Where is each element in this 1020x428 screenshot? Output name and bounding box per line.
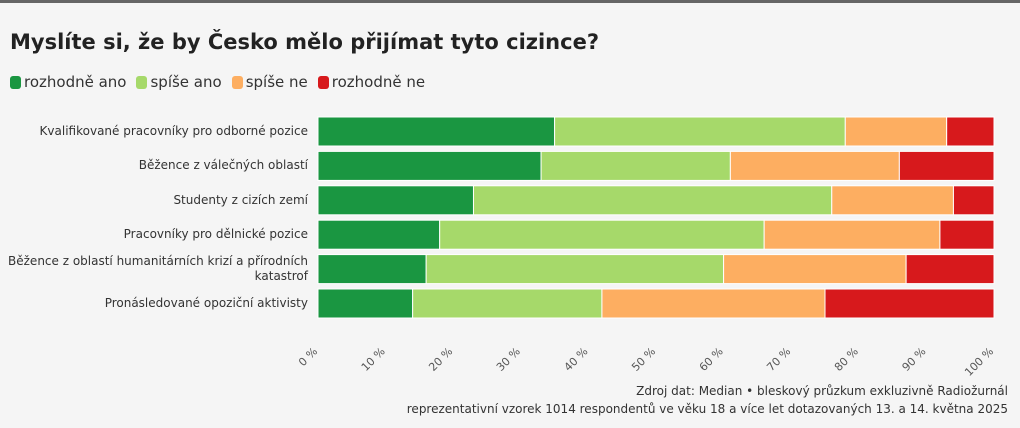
category-label: Pracovníky pro dělnické pozice <box>123 227 308 242</box>
bar-segment <box>317 150 542 181</box>
bar-segment <box>952 185 995 216</box>
bar-segment <box>317 116 556 147</box>
bar-segment <box>824 288 995 319</box>
bar-segment <box>601 288 826 319</box>
bar-segment <box>317 254 427 285</box>
legend-swatch <box>231 75 243 89</box>
chart-title: Myslíte si, že by Česko mělo přijímat ty… <box>10 30 600 54</box>
category-label: Kvalifikované pracovníky pro odborné poz… <box>39 124 308 138</box>
top-border <box>0 0 1020 3</box>
bar-segment <box>317 185 474 216</box>
legend-label: rozhodně ano <box>24 73 127 91</box>
bar-segment <box>425 254 725 285</box>
x-tick-label: 30 % <box>494 345 523 374</box>
category-label: Běžence z oblastí humanitárních krizí a … <box>8 254 308 284</box>
x-tick-label: 60 % <box>697 345 726 374</box>
bar-segment <box>844 116 948 147</box>
x-tick-label: 10 % <box>359 345 388 374</box>
category-label: Pronásledované opoziční aktivisty <box>104 296 308 310</box>
legend: rozhodně ano spíše ano spíše ne rozhodně ne <box>10 73 425 91</box>
bar-segment <box>540 150 731 181</box>
bar-segment <box>905 254 995 285</box>
bar-segment <box>439 219 765 250</box>
bar-segment <box>898 150 995 181</box>
x-tick-label: 40 % <box>562 345 591 374</box>
bar-segment <box>554 116 846 147</box>
legend-item: spíše ano <box>136 73 222 91</box>
x-tick-label: 0 % <box>296 345 320 369</box>
bar-segment <box>317 288 414 319</box>
bar-segment <box>317 219 441 250</box>
legend-item: rozhodně ne <box>317 73 426 91</box>
bar-segment <box>472 185 833 216</box>
legend-label: spíše ne <box>245 73 308 91</box>
source-note: reprezentativní vzorek 1014 respondentů … <box>406 402 1008 416</box>
legend-swatch <box>10 75 21 89</box>
x-tick-label: 90 % <box>900 345 929 374</box>
legend-swatch <box>136 75 148 89</box>
x-tick-label: 20 % <box>426 345 455 374</box>
category-label: Běžence z válečných oblastí <box>138 158 308 173</box>
bar-segment <box>831 185 954 216</box>
bar-segment <box>729 150 900 181</box>
x-tick-label: 70 % <box>764 345 793 374</box>
source-note: Zdroj dat: Median • bleskový průzkum exk… <box>636 384 1008 398</box>
x-tick-label: 80 % <box>832 345 861 374</box>
legend-swatch <box>317 75 329 89</box>
legend-label: rozhodně ne <box>331 73 426 91</box>
bar-segment <box>939 219 995 250</box>
legend-label: spíše ano <box>150 73 222 91</box>
legend-item: spíše ne <box>231 73 308 91</box>
category-label: Studenty z cizích zemí <box>173 192 308 207</box>
legend-item: rozhodně ano <box>10 73 126 91</box>
bar-segment <box>763 219 941 250</box>
bar-segment <box>412 288 603 319</box>
bar-segment <box>723 254 907 285</box>
x-tick-label: 100 % <box>962 345 996 379</box>
bar-segment <box>946 116 995 147</box>
x-tick-label: 50 % <box>629 345 658 374</box>
